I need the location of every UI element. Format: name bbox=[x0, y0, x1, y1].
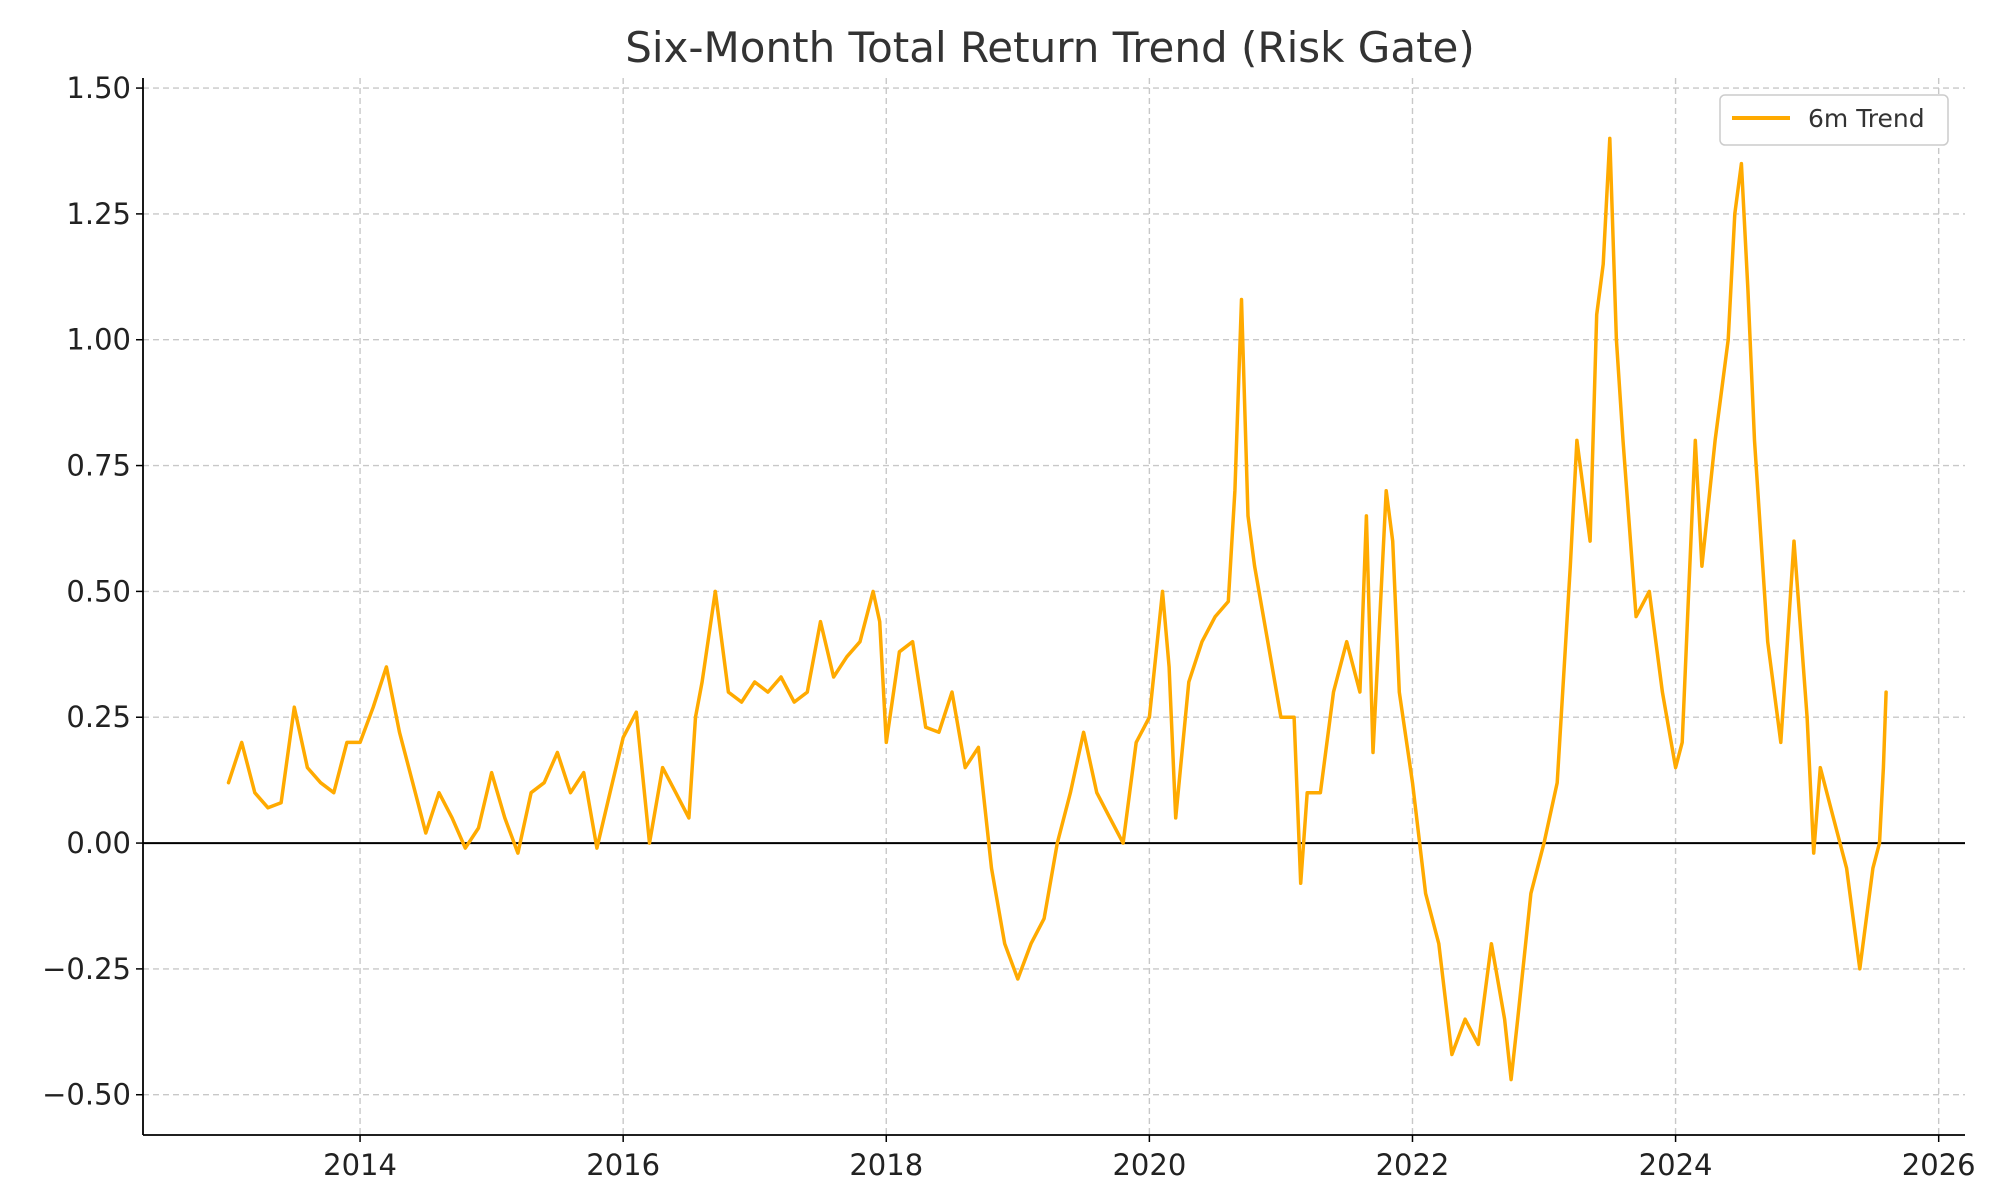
y-tick-label: 1.25 bbox=[66, 197, 131, 231]
x-tick-label: 2014 bbox=[323, 1148, 397, 1182]
y-tick-label: 1.00 bbox=[66, 323, 131, 357]
x-tick-label: 2024 bbox=[1639, 1148, 1713, 1182]
y-tick-label: 0.50 bbox=[66, 574, 131, 608]
x-tick-label: 2018 bbox=[849, 1148, 923, 1182]
x-tick-label: 2020 bbox=[1112, 1148, 1186, 1182]
legend-box bbox=[1719, 94, 1949, 146]
y-tick-label: 0.25 bbox=[66, 700, 131, 734]
x-tick-label: 2016 bbox=[586, 1148, 660, 1182]
x-tick-label: 2022 bbox=[1376, 1148, 1450, 1182]
legend: 6m Trend bbox=[1719, 94, 1949, 146]
y-tick-label: −0.50 bbox=[42, 1078, 131, 1112]
grid-layer bbox=[143, 78, 1965, 1135]
y-tick-label: 1.50 bbox=[66, 71, 131, 105]
y-tick-label: −0.25 bbox=[42, 952, 131, 986]
chart-title: Six-Month Total Return Trend (Risk Gate) bbox=[625, 23, 1475, 72]
y-tick-label: 0.75 bbox=[66, 449, 131, 483]
series-layer bbox=[226, 136, 1888, 1082]
tick-layer: 2014 2016 2018 2020 2022 2024 2026 1.50 1.25 1.00… bbox=[42, 71, 1975, 1182]
legend-label-6m-trend: 6m Trend bbox=[1808, 104, 1925, 133]
y-tick-label: 0.00 bbox=[66, 826, 131, 860]
axis-layer bbox=[142, 78, 1965, 1136]
series-line-6m-trend bbox=[226, 136, 1888, 1082]
x-tick-label: 2026 bbox=[1902, 1148, 1976, 1182]
